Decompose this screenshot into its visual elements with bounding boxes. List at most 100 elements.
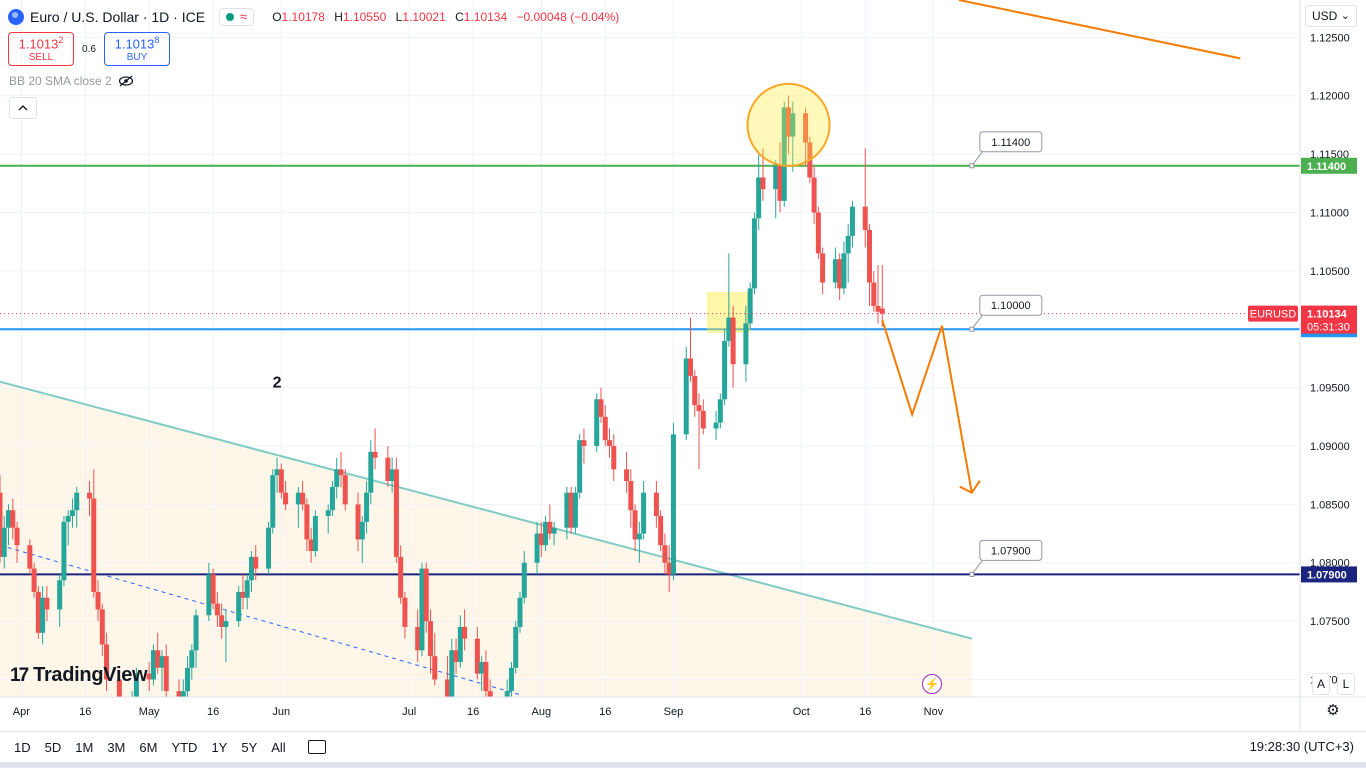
descending-trendline	[0, 380, 973, 640]
candle	[743, 305, 749, 382]
candle-body	[594, 399, 600, 446]
range-5y[interactable]: 5Y	[241, 739, 258, 755]
candle-body	[338, 469, 344, 476]
tradingview-logo[interactable]: 17 TradingView	[10, 664, 148, 687]
candle	[867, 224, 873, 306]
range-1m[interactable]: 1M	[75, 739, 94, 755]
candle	[457, 615, 463, 668]
candle-body	[653, 492, 659, 517]
candle	[359, 516, 365, 563]
range-1y[interactable]: 1Y	[211, 739, 228, 755]
candle	[334, 457, 340, 499]
sell-button[interactable]: 1.10132 SELL	[8, 32, 74, 66]
candle	[402, 591, 408, 639]
candle	[385, 445, 391, 487]
candle-body	[248, 556, 254, 581]
time-tick-label: 16	[599, 706, 611, 718]
lightning-icon[interactable]: ⚡	[922, 674, 942, 694]
log-scale-button[interactable]: L	[1337, 673, 1355, 695]
candle	[99, 603, 105, 657]
candle-body	[521, 562, 527, 598]
callout-box	[979, 539, 1043, 561]
candle-body	[845, 235, 851, 254]
candle-body	[423, 568, 429, 622]
candle	[57, 574, 63, 627]
candle-body	[547, 521, 553, 534]
candle-body	[219, 615, 225, 627]
time-tick-label: May	[139, 706, 160, 718]
candle	[513, 621, 519, 674]
buy-button[interactable]: 1.10138 BUY	[104, 32, 170, 66]
time-tick-label: Jul	[402, 706, 416, 718]
forecast-path	[881, 319, 973, 493]
candle-body	[312, 516, 318, 552]
candle-body	[146, 673, 152, 680]
candle-body	[474, 638, 480, 674]
candle	[636, 521, 642, 563]
candle	[214, 591, 220, 627]
candle-body	[445, 679, 451, 709]
candle	[393, 457, 399, 563]
ohlc-values: O1.10178 H1.10550 L1.10021 C1.10134 −0.0…	[272, 10, 625, 24]
price-tick-label: 1.10500	[1310, 266, 1350, 278]
level-callout-2: 1.07900	[969, 539, 1043, 577]
settings-gear-icon[interactable]: ⚙	[1326, 702, 1340, 719]
range-1d[interactable]: 1D	[14, 739, 31, 755]
candle-body	[14, 527, 20, 546]
candle-body	[875, 305, 881, 312]
candle-body	[244, 580, 250, 598]
auto-scale-button[interactable]: A	[1312, 673, 1330, 695]
chevron-up-icon	[18, 105, 28, 111]
collapse-legend-button[interactable]	[9, 97, 37, 119]
callout-anchor	[969, 163, 975, 169]
candle	[95, 580, 101, 622]
candle	[27, 539, 33, 575]
candle	[219, 603, 225, 639]
tradingview-logo-text: TradingView	[33, 664, 148, 686]
candle	[329, 481, 335, 517]
indicator-legend[interactable]: BB 20 SMA close 2	[9, 74, 134, 88]
clock-time[interactable]: 19:28:30 (UTC+3)	[1249, 739, 1354, 754]
market-status-pill[interactable]: ≈	[219, 8, 255, 26]
callout-label: 1.11400	[991, 137, 1030, 149]
candle	[837, 253, 843, 301]
range-5d[interactable]: 5D	[44, 739, 62, 755]
candle	[163, 644, 169, 697]
buy-price-sup: 8	[154, 34, 160, 45]
candle-body	[462, 626, 468, 639]
candle-body	[803, 113, 809, 143]
candle-body	[415, 626, 421, 651]
level-axis-badge	[1301, 566, 1357, 583]
callout-connector	[971, 312, 985, 330]
price-axis-bg	[1300, 0, 1366, 731]
candle-body	[820, 253, 826, 283]
candle-body	[611, 445, 617, 470]
range-ytd[interactable]: YTD	[171, 739, 198, 755]
candle	[364, 481, 370, 534]
range-6m[interactable]: 6M	[139, 739, 158, 755]
time-tick-label: 16	[207, 706, 219, 718]
price-tick-label: 1.09500	[1310, 383, 1350, 395]
price-chart[interactable]: 1.11400 1.10000 1.07900 2 1.12500 1.12000 1.11…	[0, 0, 1366, 731]
range-3m[interactable]: 3M	[107, 739, 126, 755]
range-all[interactable]: All	[271, 739, 286, 755]
candle	[283, 481, 289, 511]
time-tick-label: 16	[859, 706, 871, 718]
candle	[581, 428, 587, 464]
candle-body	[568, 492, 574, 528]
candle-body	[581, 440, 587, 446]
callout-box	[979, 131, 1043, 153]
candle	[653, 481, 659, 528]
candle-body	[773, 165, 779, 190]
candle	[185, 656, 191, 703]
eye-hidden-icon[interactable]	[118, 75, 134, 87]
level-callout-0: 1.11400	[969, 131, 1043, 169]
candle	[355, 492, 361, 552]
candle	[521, 551, 527, 604]
candle-body	[432, 656, 438, 680]
candle	[862, 148, 868, 248]
calendar-icon[interactable]	[307, 740, 326, 754]
currency-select[interactable]: USD ⌄	[1305, 5, 1357, 27]
candle	[632, 504, 638, 552]
symbol-title[interactable]: Euro / U.S. Dollar · 1D · ICE	[30, 9, 206, 25]
